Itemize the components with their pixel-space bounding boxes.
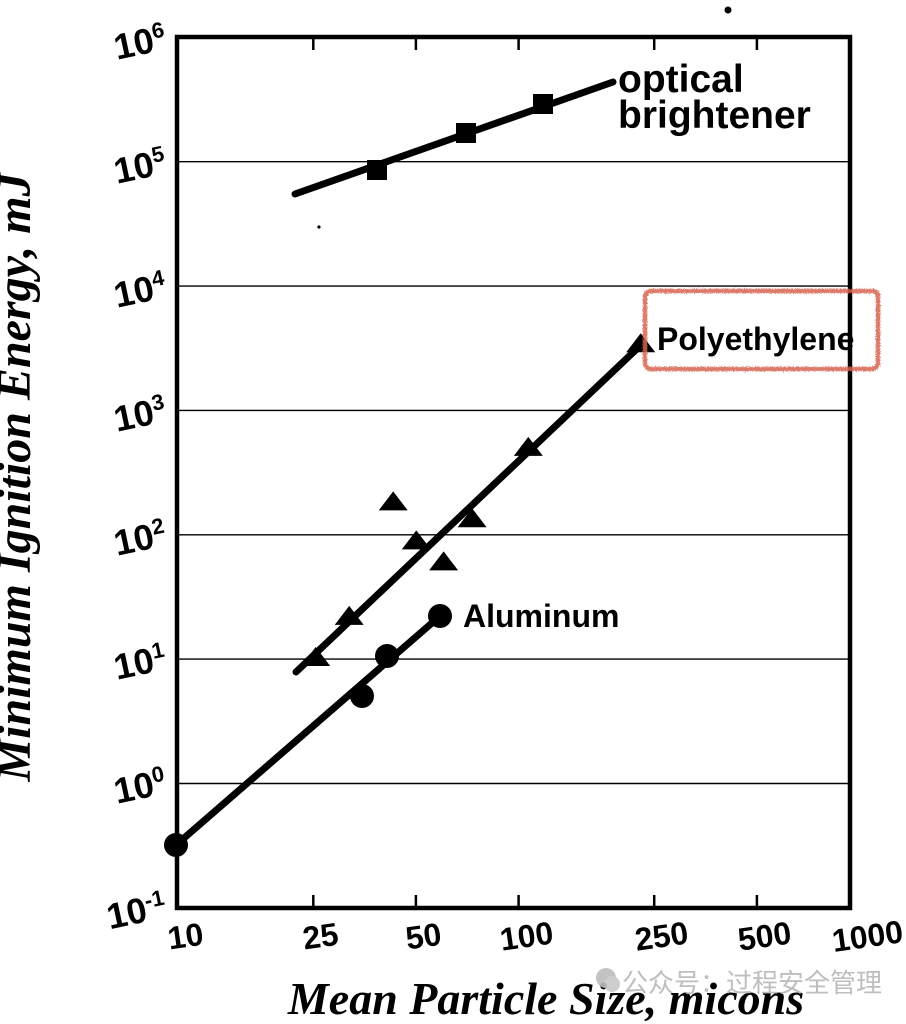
svg-text:brightener: brightener	[618, 94, 811, 137]
svg-text:106: 106	[110, 17, 170, 68]
svg-text:10: 10	[165, 916, 205, 957]
svg-text:102: 102	[110, 513, 170, 564]
svg-text:25: 25	[300, 916, 340, 957]
svg-text:50: 50	[403, 916, 443, 957]
svg-text:10-1: 10-1	[103, 885, 170, 937]
svg-text:Aluminum: Aluminum	[463, 598, 619, 634]
svg-text:500: 500	[736, 915, 794, 958]
svg-text:101: 101	[110, 637, 170, 688]
svg-text:104: 104	[110, 265, 170, 316]
svg-text:公众号：过程安全管理: 公众号：过程安全管理	[622, 968, 882, 998]
svg-text:100: 100	[110, 761, 170, 812]
svg-text:100: 100	[498, 915, 556, 958]
svg-text:103: 103	[110, 389, 170, 440]
svg-text:250: 250	[633, 915, 691, 958]
svg-text:1000: 1000	[830, 913, 906, 959]
svg-text:105: 105	[110, 141, 170, 192]
svg-text:Minimum Ignition Energy, mJ: Minimum Ignition Energy, mJ	[0, 170, 41, 782]
svg-text:Polyethylene: Polyethylene	[657, 321, 854, 357]
